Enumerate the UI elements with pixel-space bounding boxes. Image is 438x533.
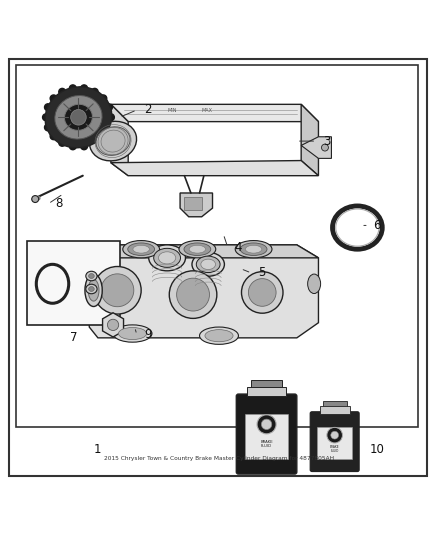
Ellipse shape [88, 287, 94, 292]
Circle shape [69, 85, 76, 92]
Text: 2015 Chrysler Town & Country Brake Master Cylinder Diagram for 4877805AH: 2015 Chrysler Town & Country Brake Maste… [104, 456, 334, 462]
Polygon shape [111, 104, 128, 176]
Ellipse shape [88, 279, 99, 301]
Ellipse shape [235, 240, 272, 258]
Circle shape [107, 319, 119, 330]
Text: MAX: MAX [202, 108, 213, 112]
Ellipse shape [192, 253, 224, 276]
Ellipse shape [128, 243, 155, 255]
Text: 5: 5 [258, 266, 266, 279]
Polygon shape [98, 245, 318, 258]
Ellipse shape [133, 245, 149, 253]
Circle shape [106, 124, 113, 131]
Polygon shape [111, 104, 318, 122]
Text: 8: 8 [55, 197, 63, 211]
Circle shape [169, 271, 217, 318]
Bar [251, 380, 282, 387]
Ellipse shape [113, 325, 152, 342]
Circle shape [45, 104, 51, 111]
Circle shape [32, 196, 39, 203]
Bar [323, 401, 346, 407]
Ellipse shape [184, 243, 211, 255]
Circle shape [94, 266, 141, 314]
Ellipse shape [179, 240, 216, 258]
Text: 9: 9 [144, 328, 152, 341]
Ellipse shape [240, 243, 267, 255]
Circle shape [257, 415, 276, 434]
Polygon shape [89, 245, 318, 338]
Ellipse shape [154, 248, 180, 268]
Circle shape [107, 114, 114, 121]
Text: 3: 3 [323, 135, 331, 148]
Ellipse shape [201, 259, 215, 270]
Circle shape [321, 144, 328, 151]
Circle shape [100, 133, 107, 140]
Ellipse shape [89, 122, 137, 161]
Polygon shape [180, 193, 212, 217]
Text: 2: 2 [144, 103, 152, 116]
Ellipse shape [200, 327, 238, 344]
Polygon shape [301, 104, 318, 176]
Bar [317, 426, 352, 459]
Ellipse shape [245, 245, 262, 253]
Circle shape [331, 431, 339, 439]
Ellipse shape [55, 95, 102, 139]
Circle shape [91, 139, 98, 146]
Ellipse shape [86, 284, 97, 294]
Bar [247, 387, 286, 396]
Bar [27, 240, 120, 325]
Text: 4: 4 [235, 240, 242, 254]
Ellipse shape [96, 127, 130, 156]
Ellipse shape [118, 327, 147, 340]
Ellipse shape [123, 240, 159, 258]
Text: 6: 6 [373, 219, 381, 232]
Circle shape [71, 109, 86, 125]
Circle shape [50, 133, 57, 140]
Text: BRAKE
FLUID: BRAKE FLUID [330, 445, 339, 453]
Circle shape [101, 274, 134, 306]
Bar [245, 414, 288, 459]
Polygon shape [111, 160, 318, 176]
Ellipse shape [85, 274, 102, 306]
Circle shape [81, 143, 88, 150]
Text: BRAKE
FLUID: BRAKE FLUID [260, 440, 273, 448]
Ellipse shape [149, 245, 185, 271]
Circle shape [81, 85, 88, 92]
Ellipse shape [159, 252, 176, 264]
FancyBboxPatch shape [310, 412, 359, 472]
Circle shape [45, 124, 51, 131]
Text: MIN: MIN [167, 108, 177, 112]
Circle shape [327, 427, 343, 443]
Circle shape [106, 104, 113, 111]
Polygon shape [102, 313, 124, 337]
Circle shape [91, 88, 98, 95]
Ellipse shape [64, 104, 92, 131]
Circle shape [59, 139, 66, 146]
FancyBboxPatch shape [236, 394, 297, 474]
Ellipse shape [307, 274, 321, 294]
Circle shape [69, 143, 76, 150]
Circle shape [100, 95, 107, 102]
Circle shape [261, 419, 272, 430]
Ellipse shape [86, 271, 97, 281]
Ellipse shape [88, 273, 94, 278]
Ellipse shape [205, 329, 233, 342]
Polygon shape [301, 137, 332, 158]
Circle shape [177, 278, 209, 311]
Bar [320, 406, 350, 414]
Ellipse shape [189, 245, 205, 253]
Text: 7: 7 [71, 332, 78, 344]
Text: 1: 1 [94, 443, 102, 456]
Circle shape [248, 279, 276, 306]
Ellipse shape [196, 256, 220, 272]
Bar [184, 197, 202, 211]
Circle shape [59, 88, 66, 95]
Bar [16, 66, 418, 426]
Ellipse shape [45, 87, 112, 148]
Text: 10: 10 [369, 443, 384, 456]
Circle shape [50, 95, 57, 102]
Circle shape [42, 114, 49, 121]
Circle shape [241, 272, 283, 313]
